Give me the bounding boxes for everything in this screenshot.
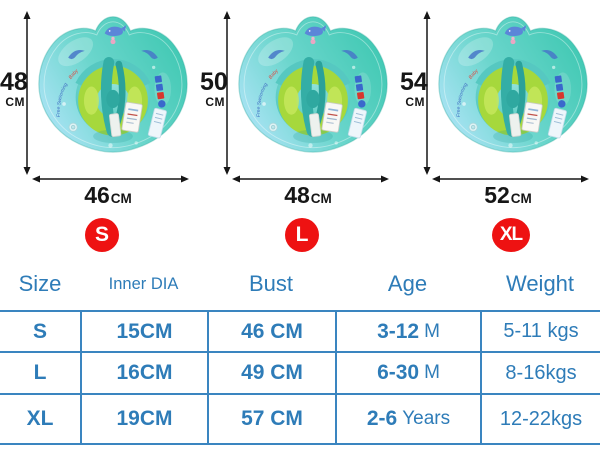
size-badge-s: S <box>85 218 119 252</box>
col-header-inner-dia: Inner DIA <box>80 258 207 312</box>
col-header-size: Size <box>0 258 80 312</box>
width-unit: CM <box>510 191 532 206</box>
height-unit: CM <box>205 95 225 109</box>
row-s-inner-dia: 15CM <box>80 312 207 353</box>
product-panel-l: 50 CM 48CM <box>200 0 400 212</box>
row-xl-bust: 57 CM <box>207 395 335 445</box>
height-unit: CM <box>5 95 25 109</box>
age-unit: M <box>424 320 440 342</box>
height-unit: CM <box>405 95 425 109</box>
height-label: 50 CM <box>200 68 228 109</box>
row-l-weight: 8-16kgs <box>480 353 600 395</box>
age-unit: M <box>424 362 440 383</box>
size-table: Size Inner DIA Bust Age Weight S 15CM 46… <box>0 258 600 445</box>
row-xl-weight: 12-22kgs <box>480 395 600 445</box>
size-badge-l: L <box>285 218 319 252</box>
row-l-bust: 49 CM <box>207 353 335 395</box>
width-label: 48CM <box>218 182 398 209</box>
width-value: 48 <box>284 182 310 208</box>
row-l-size: L <box>0 353 80 395</box>
swim-ring-graphic <box>239 17 387 152</box>
height-label: 48 CM <box>0 68 28 109</box>
row-l-inner-dia: 16CM <box>80 353 207 395</box>
swim-ring-photo-s <box>22 0 200 184</box>
swim-ring-graphic <box>439 17 587 152</box>
age-value: 2-6 <box>366 407 398 430</box>
age-value: 3-12 <box>377 319 420 343</box>
size-badge-xl: XL <box>492 218 530 252</box>
width-value: 52 <box>484 182 510 208</box>
swim-ring-photo-xl <box>422 0 600 184</box>
width-label: 52CM <box>418 182 598 209</box>
product-gallery: 48 CM 46CM 50 CM 48CM <box>0 0 600 212</box>
width-value: 46 <box>84 182 110 208</box>
width-unit: CM <box>310 191 332 206</box>
col-header-age: Age <box>335 258 480 312</box>
col-header-weight: Weight <box>480 258 600 312</box>
product-panel-xl: 54 CM 52CM <box>400 0 600 212</box>
age-unit: Years <box>402 408 451 429</box>
height-value: 50 <box>200 68 228 96</box>
swim-ring-graphic <box>39 17 187 152</box>
swim-ring-photo-l <box>222 0 400 184</box>
col-header-bust: Bust <box>207 258 335 312</box>
width-label: 46CM <box>18 182 198 209</box>
row-s-size: S <box>0 312 80 353</box>
row-s-weight: 5-11 kgs <box>480 312 600 353</box>
height-label: 54 CM <box>400 68 428 109</box>
row-xl-inner-dia: 19CM <box>80 395 207 445</box>
row-l-age: 6-30 M <box>335 353 480 395</box>
height-value: 48 <box>0 68 28 96</box>
row-s-age: 3-12 M <box>335 312 480 353</box>
height-value: 54 <box>400 68 428 96</box>
row-s-bust: 46 CM <box>207 312 335 353</box>
product-panel-s: 48 CM 46CM <box>0 0 200 212</box>
size-badges-row: S L XL <box>0 212 600 258</box>
row-xl-size: XL <box>0 395 80 445</box>
age-value: 6-30 <box>377 361 420 384</box>
row-xl-age: 2-6 Years <box>335 395 480 445</box>
width-unit: CM <box>110 191 132 206</box>
